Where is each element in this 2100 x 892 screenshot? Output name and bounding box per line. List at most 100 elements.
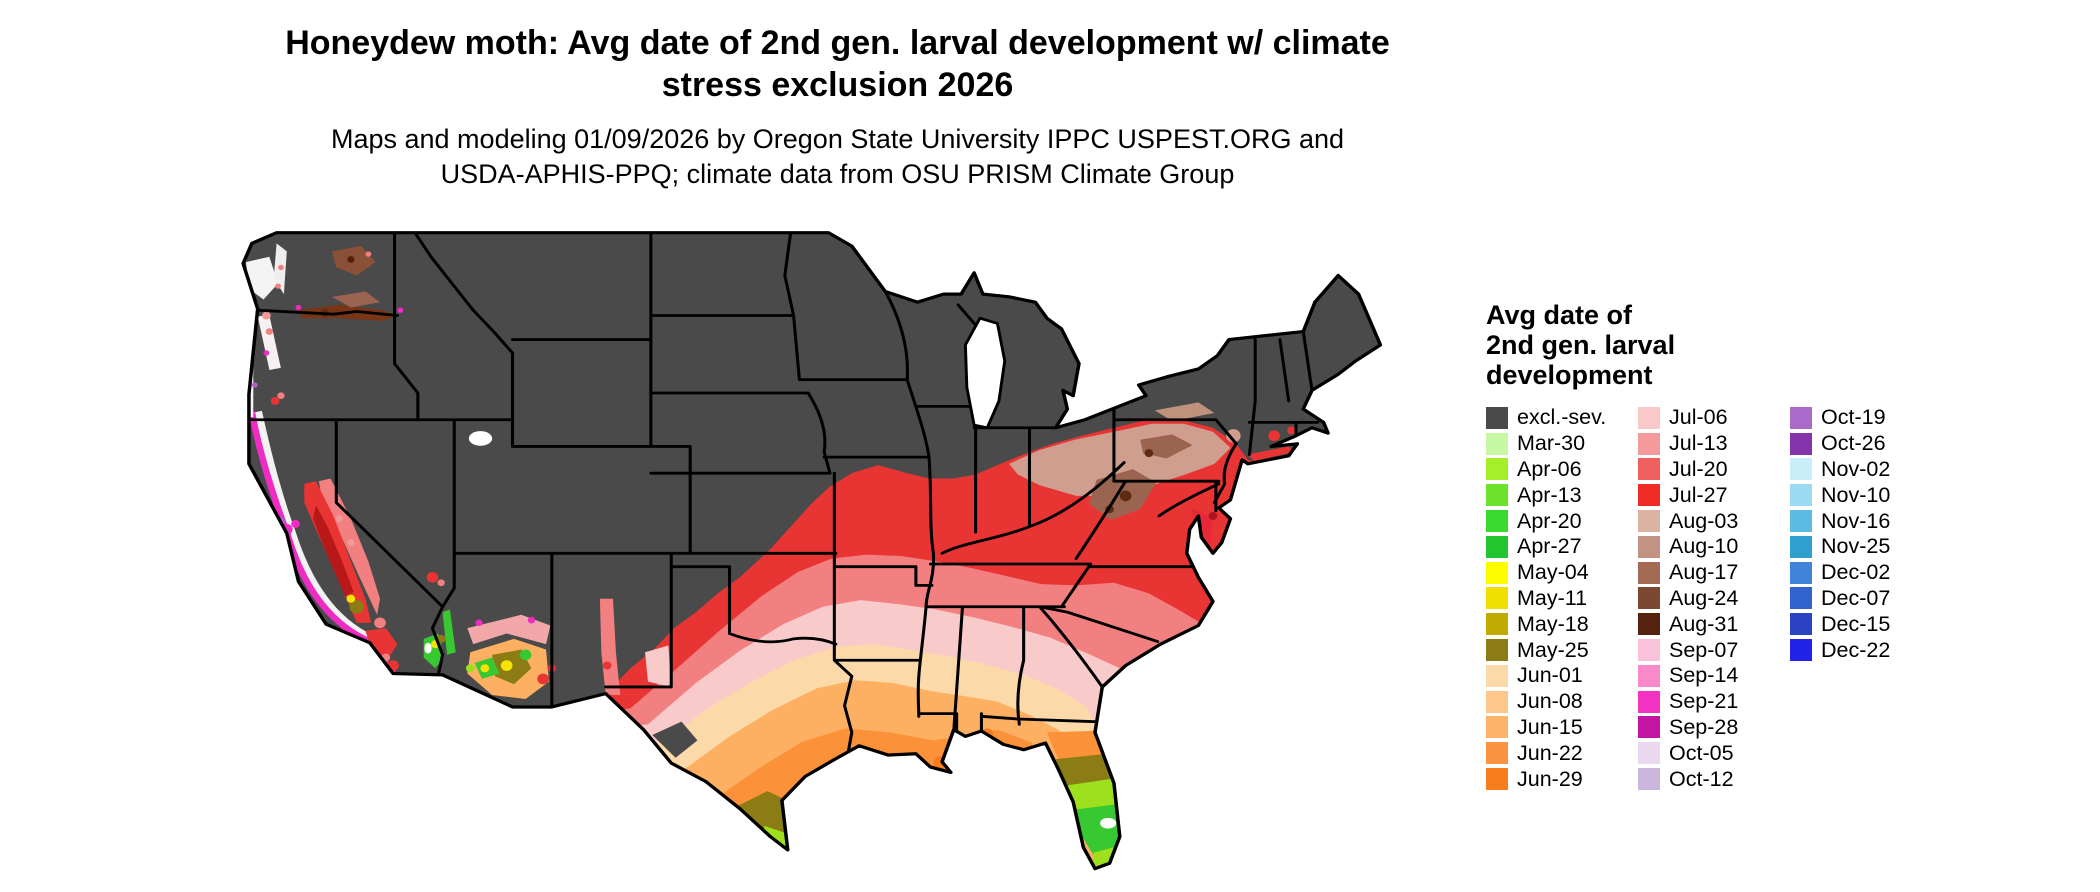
legend-item: May-18	[1486, 611, 1638, 637]
legend-swatch	[1638, 664, 1660, 687]
legend-swatch	[1486, 406, 1508, 429]
legend-swatch	[1638, 587, 1660, 610]
legend-swatch	[1486, 458, 1508, 481]
legend-swatch	[1486, 639, 1508, 662]
legend-label: Jul-06	[1669, 405, 1728, 430]
legend-label: Nov-02	[1821, 456, 1891, 481]
legend-label: Sep-14	[1669, 663, 1739, 688]
legend-swatch	[1638, 484, 1660, 507]
legend-item: Aug-03	[1638, 508, 1790, 534]
subtitle-line1: Maps and modeling 01/09/2026 by Oregon S…	[330, 124, 1345, 154]
legend-label: Aug-31	[1669, 611, 1739, 636]
legend-item: Apr-20	[1486, 508, 1638, 534]
legend-swatch	[1486, 587, 1508, 610]
legend-item: Jul-20	[1638, 457, 1790, 483]
legend-label: Jun-08	[1517, 689, 1583, 714]
legend-column-1: excl.-sev. Mar-30 Apr-06 Apr-13 Apr-20 Apr-27…	[1486, 405, 1638, 792]
legend-label: Aug-24	[1669, 585, 1739, 610]
legend-swatch	[1486, 742, 1508, 765]
legend-label: May-04	[1517, 560, 1589, 585]
legend-swatch	[1486, 664, 1508, 687]
legend-item: Jul-27	[1638, 482, 1790, 508]
legend-swatch	[1486, 716, 1508, 739]
legend-swatch	[1638, 768, 1660, 791]
legend-item: Nov-16	[1790, 508, 1935, 534]
legend-label: Apr-27	[1517, 534, 1582, 559]
legend-item: Jun-15	[1486, 715, 1638, 741]
subtitle-line2: USDA-APHIS-PPQ; climate data from OSU PR…	[440, 159, 1235, 189]
legend-item: Dec-02	[1790, 560, 1935, 586]
legend-column-2: Jul-06 Jul-13 Jul-20 Jul-27 Aug-03 Aug-10 Aug-…	[1638, 405, 1790, 792]
legend-swatch	[1790, 639, 1812, 662]
legend-item: excl.-sev.	[1486, 405, 1638, 431]
legend-swatch	[1638, 535, 1660, 558]
legend-swatch	[1486, 484, 1508, 507]
legend-label: May-25	[1517, 637, 1589, 662]
legend-label: Jun-29	[1517, 766, 1583, 791]
legend-item: Aug-24	[1638, 586, 1790, 612]
legend-label: Aug-03	[1669, 508, 1739, 533]
legend-label: excl.-sev.	[1517, 405, 1607, 430]
legend-item: Jun-29	[1486, 766, 1638, 792]
legend-swatch	[1638, 458, 1660, 481]
legend-item: Jun-22	[1486, 740, 1638, 766]
legend-label: Apr-20	[1517, 508, 1582, 533]
legend-label: Jun-01	[1517, 663, 1583, 688]
legend-item: Dec-15	[1790, 611, 1935, 637]
map-subtitle: Maps and modeling 01/09/2026 by Oregon S…	[0, 122, 1675, 192]
legend-label: Jun-15	[1517, 714, 1583, 739]
legend-item: Aug-31	[1638, 611, 1790, 637]
legend-swatch	[1486, 510, 1508, 533]
legend-item: Aug-10	[1638, 534, 1790, 560]
legend-title-line2: 2nd gen. larval	[1486, 330, 1676, 360]
legend-swatch	[1486, 561, 1508, 584]
legend-item: Mar-30	[1486, 431, 1638, 457]
legend-label: Dec-02	[1821, 560, 1891, 585]
legend-label: Aug-17	[1669, 560, 1739, 585]
legend-item: Apr-13	[1486, 482, 1638, 508]
legend-column-3: Oct-19 Oct-26 Nov-02 Nov-10 Nov-16 Nov-25 Dec-…	[1790, 405, 1935, 663]
legend-swatch	[1790, 613, 1812, 636]
legend-swatch	[1790, 458, 1812, 481]
legend-label: Jul-20	[1669, 456, 1728, 481]
legend-item: Nov-02	[1790, 457, 1935, 483]
legend-label: Oct-12	[1669, 766, 1734, 791]
legend-label: Mar-30	[1517, 431, 1586, 456]
legend-label: Sep-28	[1669, 714, 1739, 739]
legend-label: May-11	[1517, 585, 1588, 610]
legend-swatch	[1638, 561, 1660, 584]
legend-swatch	[1486, 768, 1508, 791]
legend-swatch	[1790, 587, 1812, 610]
legend-label: Jul-27	[1669, 482, 1728, 507]
legend-item: Oct-26	[1790, 431, 1935, 457]
legend-label: Oct-26	[1821, 431, 1886, 456]
legend-item: Oct-12	[1638, 766, 1790, 792]
legend-item: May-04	[1486, 560, 1638, 586]
legend-item: Jun-08	[1486, 689, 1638, 715]
legend-swatch	[1638, 742, 1660, 765]
map-outline	[241, 231, 1383, 871]
legend-item: Jul-13	[1638, 431, 1790, 457]
legend-item: May-25	[1486, 637, 1638, 663]
legend-item: Oct-19	[1790, 405, 1935, 431]
legend: Avg date of 2nd gen. larval development …	[1486, 300, 1935, 792]
legend-swatch	[1790, 484, 1812, 507]
map-state-borders	[247, 232, 1320, 758]
legend-swatch	[1486, 613, 1508, 636]
legend-label: Apr-06	[1517, 456, 1582, 481]
legend-label: Dec-07	[1821, 585, 1891, 610]
legend-swatch	[1638, 406, 1660, 429]
legend-label: Nov-10	[1821, 482, 1891, 507]
legend-columns: excl.-sev. Mar-30 Apr-06 Apr-13 Apr-20 Apr-27…	[1486, 405, 1935, 792]
legend-title: Avg date of 2nd gen. larval development	[1486, 300, 1935, 390]
legend-swatch	[1638, 690, 1660, 713]
legend-item: Sep-28	[1638, 715, 1790, 741]
legend-item: Sep-07	[1638, 637, 1790, 663]
legend-title-line1: Avg date of	[1486, 300, 1633, 330]
legend-label: Jun-22	[1517, 740, 1583, 765]
legend-label: Aug-10	[1669, 534, 1739, 559]
legend-swatch	[1790, 510, 1812, 533]
legend-item: Apr-06	[1486, 457, 1638, 483]
legend-label: Nov-25	[1821, 534, 1891, 559]
